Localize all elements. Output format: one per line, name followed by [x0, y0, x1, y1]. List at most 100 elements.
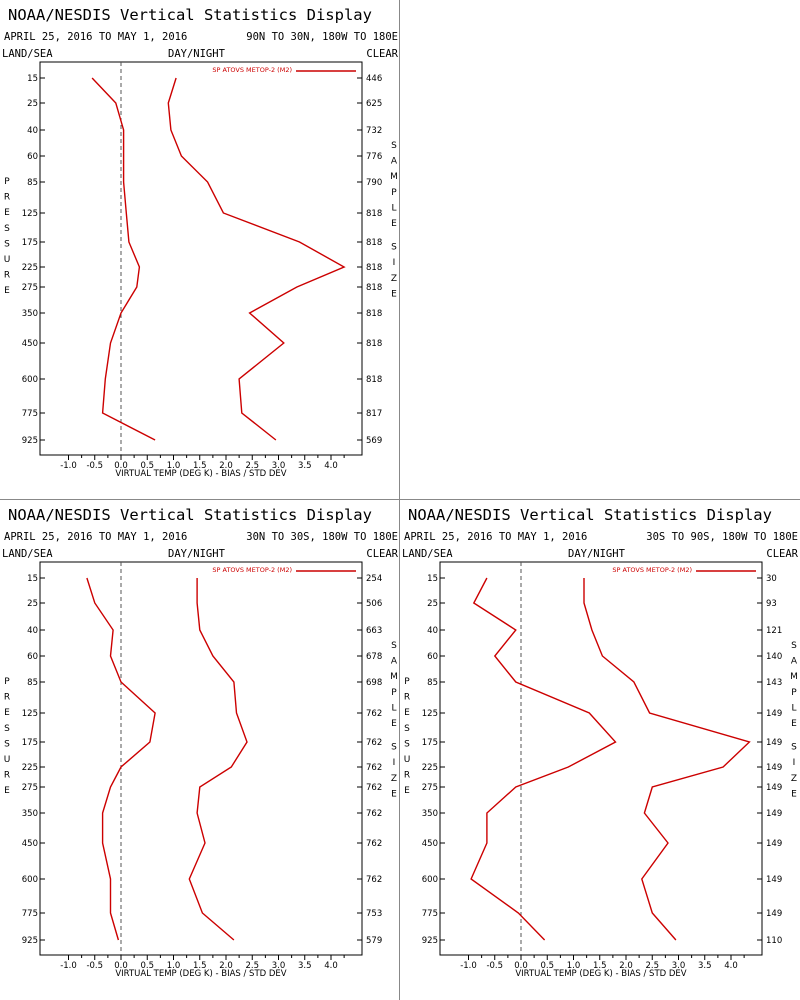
sample-size-axis-letter: S [391, 743, 397, 753]
pressure-level-label: 40 [427, 626, 438, 636]
display-title: NOAA/NESDIS Vertical Statistics Display [8, 6, 372, 24]
pressure-axis-letter: P [4, 177, 10, 187]
pressure-axis-letter: S [4, 739, 10, 749]
pressure-axis-letter: S [4, 239, 10, 249]
sample-size-axis-letter: S [791, 743, 797, 753]
clear-label: CLEAR [366, 548, 398, 560]
x-tick-label: 1.5 [193, 461, 207, 471]
date-range: APRIL 25, 2016 TO MAY 1, 2016 [4, 531, 187, 543]
pressure-level-label: 275 [22, 283, 38, 293]
sample-size-label: 698 [366, 678, 382, 688]
sample-size-label: 149 [766, 839, 782, 849]
pressure-axis-letter: R [404, 693, 410, 703]
sample-size-axis-letter: L [391, 703, 396, 713]
sample-size-axis-letter: Z [391, 774, 397, 784]
pressure-level-label: 175 [22, 738, 38, 748]
sample-size-axis-letter: S [791, 641, 797, 651]
pressure-axis-letter: R [404, 771, 410, 781]
pressure-axis-letter: E [404, 708, 410, 718]
land-sea-label: LAND/SEA [2, 548, 53, 560]
pressure-level-label: 450 [422, 839, 438, 849]
sample-size-label: 506 [366, 599, 382, 609]
sample-size-label: 762 [366, 738, 382, 748]
sample-size-label: 149 [766, 809, 782, 819]
x-tick-label: 0.5 [140, 961, 154, 971]
chart-panel-1: NOAA/NESDIS Vertical Statistics Display A… [2, 6, 399, 479]
x-tick-label: 3.0 [272, 961, 286, 971]
pressure-level-label: 60 [27, 652, 38, 662]
pressure-axis-letter: E [4, 208, 10, 218]
sample-size-axis-letter: E [391, 289, 397, 299]
pressure-axis-letter: S [404, 739, 410, 749]
x-tick-label: 1.0 [167, 461, 181, 471]
pressure-axis-letter: E [4, 708, 10, 718]
sample-size-axis-letter: S [391, 243, 397, 253]
sample-size-axis-letter: Z [391, 274, 397, 284]
region-label: 30N TO 30S, 180W TO 180E [246, 531, 398, 543]
x-tick-label: 4.0 [724, 961, 738, 971]
sample-size-axis-letter: I [393, 758, 396, 768]
sample-size-label: 732 [366, 126, 382, 136]
x-tick-label: -0.5 [86, 461, 103, 471]
pressure-level-label: 225 [22, 263, 38, 273]
pressure-level-label: 225 [422, 763, 438, 773]
sample-size-label: 110 [766, 936, 782, 946]
pressure-level-label: 600 [22, 875, 38, 885]
x-tick-label: -0.5 [486, 961, 503, 971]
sample-size-label: 776 [366, 152, 382, 162]
sample-size-axis-letter: L [791, 703, 796, 713]
pressure-level-label: 350 [22, 309, 38, 319]
panel-divider-horizontal [0, 499, 800, 500]
plot-frame [39, 61, 363, 456]
x-tick-label: 1.5 [193, 961, 207, 971]
sample-size-label: 678 [366, 652, 382, 662]
pressure-axis-letter: R [4, 271, 10, 281]
pressure-axis-letter: U [4, 755, 11, 765]
pressure-level-label: 275 [422, 783, 438, 793]
sample-size-label: 753 [366, 909, 382, 919]
sample-size-label: 817 [366, 409, 382, 419]
sample-size-axis-letter: I [793, 758, 796, 768]
pressure-axis-letter: S [4, 224, 10, 234]
date-range: APRIL 25, 2016 TO MAY 1, 2016 [4, 31, 187, 43]
x-tick-label: 0.0 [114, 461, 128, 471]
x-tick-label: -1.0 [60, 961, 77, 971]
sample-size-label: 818 [366, 283, 382, 293]
day-night-label: DAY/NIGHT [168, 48, 226, 60]
pressure-axis-letter: P [404, 677, 410, 687]
sample-size-label: 30 [766, 574, 777, 584]
x-tick-label: 0.0 [114, 961, 128, 971]
pressure-axis-letter: R [4, 193, 10, 203]
x-tick-label: 2.5 [245, 961, 259, 971]
pressure-level-label: 450 [22, 839, 38, 849]
pressure-axis-letter: S [404, 724, 410, 734]
x-tick-label: 1.0 [567, 961, 581, 971]
pressure-axis-letter: R [4, 693, 10, 703]
sample-size-label: 149 [766, 909, 782, 919]
sample-size-axis-letter: A [391, 157, 398, 167]
x-tick-label: 2.5 [645, 961, 659, 971]
sample-size-axis-letter: S [391, 141, 397, 151]
x-tick-label: -0.5 [86, 961, 103, 971]
x-tick-label: 3.0 [672, 961, 686, 971]
region-label: 90N TO 30N, 180W TO 180E [246, 31, 398, 43]
pressure-axis-letter: U [404, 755, 411, 765]
sample-size-label: 818 [366, 209, 382, 219]
std-dev-series-line [167, 77, 346, 441]
display-title: NOAA/NESDIS Vertical Statistics Display [408, 506, 772, 524]
pressure-level-label: 925 [22, 936, 38, 946]
pressure-axis-letter: E [4, 786, 10, 796]
sample-size-label: 149 [766, 875, 782, 885]
x-tick-label: 3.5 [298, 461, 312, 471]
land-sea-label: LAND/SEA [2, 48, 53, 60]
sample-size-axis-letter: Z [791, 774, 797, 784]
pressure-axis-letter: P [4, 677, 10, 687]
sample-size-label: 762 [366, 875, 382, 885]
day-night-label: DAY/NIGHT [568, 548, 626, 560]
region-label: 30S TO 90S, 180W TO 180E [646, 531, 798, 543]
sample-size-axis-letter: E [791, 719, 797, 729]
panel-divider-vertical [399, 0, 400, 1000]
pressure-level-label: 85 [427, 678, 438, 688]
date-range: APRIL 25, 2016 TO MAY 1, 2016 [404, 531, 587, 543]
pressure-level-label: 175 [22, 238, 38, 248]
